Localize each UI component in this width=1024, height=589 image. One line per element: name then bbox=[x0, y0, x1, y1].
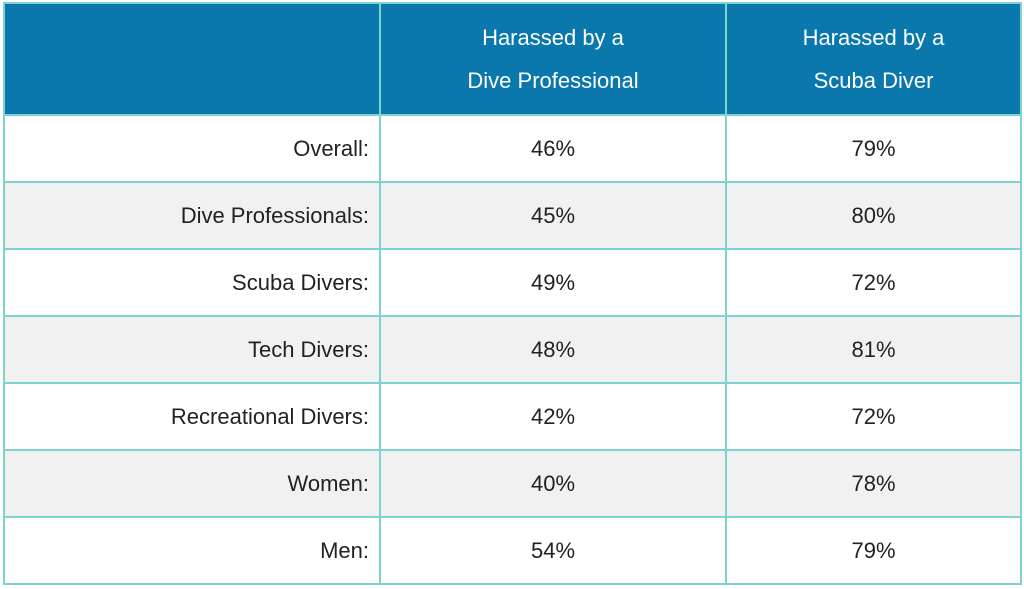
value-cell: 49% bbox=[379, 248, 727, 317]
value-cell: 79% bbox=[725, 516, 1022, 585]
header-line: Dive Professional bbox=[467, 68, 639, 93]
row-label: Scuba Divers: bbox=[3, 248, 381, 317]
table-body: Overall: 46% 79% Dive Professionals: 45%… bbox=[3, 114, 1022, 585]
table-row: Recreational Divers: 42% 72% bbox=[3, 382, 1022, 451]
harassment-table: Harassed by a Dive Professional Harassed… bbox=[3, 2, 1022, 585]
row-label: Dive Professionals: bbox=[3, 181, 381, 250]
value-cell: 72% bbox=[725, 248, 1022, 317]
row-label: Men: bbox=[3, 516, 381, 585]
row-label: Tech Divers: bbox=[3, 315, 381, 384]
value-cell: 40% bbox=[379, 449, 727, 518]
header-line: Harassed by a bbox=[482, 25, 624, 50]
header-line: Scuba Diver bbox=[813, 68, 934, 93]
value-cell: 42% bbox=[379, 382, 727, 451]
table-row: Women: 40% 78% bbox=[3, 449, 1022, 518]
value-cell: 79% bbox=[725, 114, 1022, 183]
value-cell: 45% bbox=[379, 181, 727, 250]
value-cell: 80% bbox=[725, 181, 1022, 250]
header-cell-dive-professional: Harassed by a Dive Professional bbox=[379, 2, 727, 116]
row-label: Women: bbox=[3, 449, 381, 518]
table-row: Dive Professionals: 45% 80% bbox=[3, 181, 1022, 250]
header-cell-empty bbox=[3, 2, 381, 116]
row-label: Overall: bbox=[3, 114, 381, 183]
table-row: Tech Divers: 48% 81% bbox=[3, 315, 1022, 384]
row-label: Recreational Divers: bbox=[3, 382, 381, 451]
table-row: Men: 54% 79% bbox=[3, 516, 1022, 585]
header-row: Harassed by a Dive Professional Harassed… bbox=[3, 2, 1022, 116]
header-line: Harassed by a bbox=[802, 25, 945, 50]
table-header: Harassed by a Dive Professional Harassed… bbox=[3, 2, 1022, 116]
value-cell: 54% bbox=[379, 516, 727, 585]
value-cell: 48% bbox=[379, 315, 727, 384]
table-row: Overall: 46% 79% bbox=[3, 114, 1022, 183]
value-cell: 81% bbox=[725, 315, 1022, 384]
value-cell: 72% bbox=[725, 382, 1022, 451]
header-cell-scuba-diver: Harassed by a Scuba Diver bbox=[725, 2, 1022, 116]
value-cell: 78% bbox=[725, 449, 1022, 518]
table-row: Scuba Divers: 49% 72% bbox=[3, 248, 1022, 317]
value-cell: 46% bbox=[379, 114, 727, 183]
